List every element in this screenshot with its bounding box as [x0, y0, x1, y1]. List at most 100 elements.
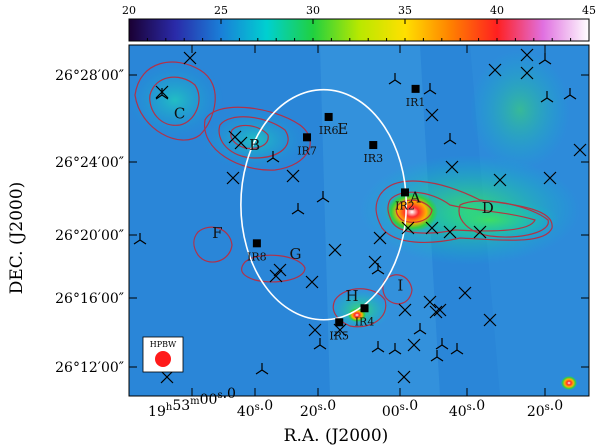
- star-x-marker: [573, 143, 587, 157]
- star-x-marker: [488, 63, 502, 77]
- contour-c-outer: [134, 61, 216, 141]
- x-tick-part: 20: [300, 404, 318, 420]
- colorbar-tick-label: 25: [214, 4, 228, 17]
- contour-a-mid: [387, 191, 536, 234]
- star-x-marker: [473, 225, 487, 239]
- star-x-marker: [234, 136, 248, 150]
- star-x-marker: [443, 225, 457, 239]
- star-x-marker: [286, 169, 300, 183]
- colorbar-tick-label: 45: [582, 4, 596, 17]
- source-label: E: [337, 120, 348, 138]
- emission-region-d: [420, 198, 560, 242]
- star-x-marker: [368, 255, 382, 269]
- emission-region-ne: [470, 50, 570, 170]
- y-tick-label: 26°16′00″: [55, 291, 124, 307]
- source-label: H: [346, 287, 359, 305]
- x-tick-part: h: [166, 402, 173, 413]
- hpbw-label: HPBW: [150, 340, 177, 349]
- x-tick-part: 40: [237, 404, 255, 420]
- x-tick-part: s: [467, 402, 472, 413]
- contour-c-mid: [149, 76, 200, 126]
- star-tri-marker: [423, 83, 437, 95]
- star-x-marker: [445, 160, 459, 174]
- contour-d: [458, 200, 549, 238]
- colorbar: 20 25 30 35 40 45: [122, 4, 596, 42]
- star-tri-marker: [133, 233, 147, 245]
- x-axis-label: R.A. (J2000): [284, 426, 389, 446]
- star-x-marker: [425, 221, 439, 235]
- ir-source-marker: [303, 133, 312, 142]
- contour-b-mid: [218, 116, 289, 159]
- source-label: I: [397, 276, 403, 294]
- star-tri-marker: [371, 263, 385, 275]
- ir-source-label: IR8: [247, 250, 267, 263]
- ir-source-marker: [411, 84, 420, 93]
- star-tri-marker: [266, 151, 280, 163]
- star-tri-marker: [155, 88, 169, 100]
- star-tri-marker: [388, 73, 402, 85]
- star-x-marker: [397, 370, 411, 384]
- coverage-circle: [240, 88, 408, 321]
- x-tick-part: s: [318, 402, 323, 413]
- contour-a-outer: [375, 180, 553, 243]
- star-x-marker: [373, 231, 387, 245]
- source-label: C: [174, 104, 185, 122]
- ir-source-label: IR5: [329, 329, 349, 342]
- x-tick-label: 20s.0: [300, 398, 336, 420]
- ir-source-label: IR2: [395, 199, 415, 212]
- contour-b-inner: [230, 124, 269, 150]
- x-tick-part: 40: [449, 404, 467, 420]
- x-tick-part: 53: [172, 398, 190, 414]
- star-x-marker: [273, 263, 287, 277]
- star-tri-marker: [413, 323, 427, 335]
- star-tri-marker: [450, 343, 464, 355]
- contour-h: [332, 288, 387, 328]
- star-tri-marker: [430, 350, 444, 362]
- colorbar-ticks: 20 25 30 35 40 45: [122, 4, 596, 41]
- star-tri-marker: [563, 88, 577, 100]
- star-x-marker: [458, 286, 472, 300]
- x-tick-part: .0: [472, 398, 485, 414]
- star-x-marker: [520, 48, 534, 62]
- ir-source-label: IR1: [406, 96, 426, 109]
- x-tick-part: .0: [223, 386, 236, 402]
- star-x-marker: [543, 171, 557, 185]
- star-x-marker: [401, 221, 415, 235]
- x-tick-part: m: [190, 396, 200, 407]
- colorbar-tick-label: 20: [122, 4, 136, 17]
- plot-frame: [128, 44, 590, 397]
- contour-f: [193, 226, 233, 263]
- contour-i: [382, 274, 413, 305]
- emission-peak-a: [386, 192, 438, 232]
- hpbw-beam: [155, 351, 171, 367]
- x-tick-label: 40s.0: [449, 398, 485, 420]
- contour-a-inner: [395, 199, 433, 223]
- emission-peak-se: [561, 376, 577, 390]
- ir-source-label: IR3: [363, 152, 383, 165]
- star-x-marker: [328, 243, 342, 257]
- star-tri-marker: [435, 338, 449, 350]
- x-tick-part: 00: [382, 404, 400, 420]
- star-tri-marker: [443, 133, 457, 145]
- x-tick-part: 19: [148, 404, 166, 420]
- star-x-marker: [226, 171, 240, 185]
- x-tick-part: s: [255, 402, 260, 413]
- star-x-marker: [429, 305, 443, 319]
- star-x-marker: [398, 303, 412, 317]
- x-tick-part: s: [400, 402, 405, 413]
- star-x-marker: [269, 269, 283, 283]
- contour-g: [241, 254, 306, 283]
- source-label: G: [290, 245, 302, 263]
- ir-source-marker: [369, 141, 378, 150]
- star-tri-marker: [255, 363, 269, 375]
- star-tri-marker: [388, 343, 402, 355]
- star-x-marker: [423, 295, 437, 309]
- ir-source-marker: [401, 188, 409, 197]
- colorbar-tick-label: 30: [306, 4, 320, 17]
- source-labels: A B C D E F G H I: [174, 104, 494, 305]
- x-tick-label: 19h53m00s.0: [148, 386, 236, 420]
- hpbw-legend: HPBW: [142, 336, 184, 373]
